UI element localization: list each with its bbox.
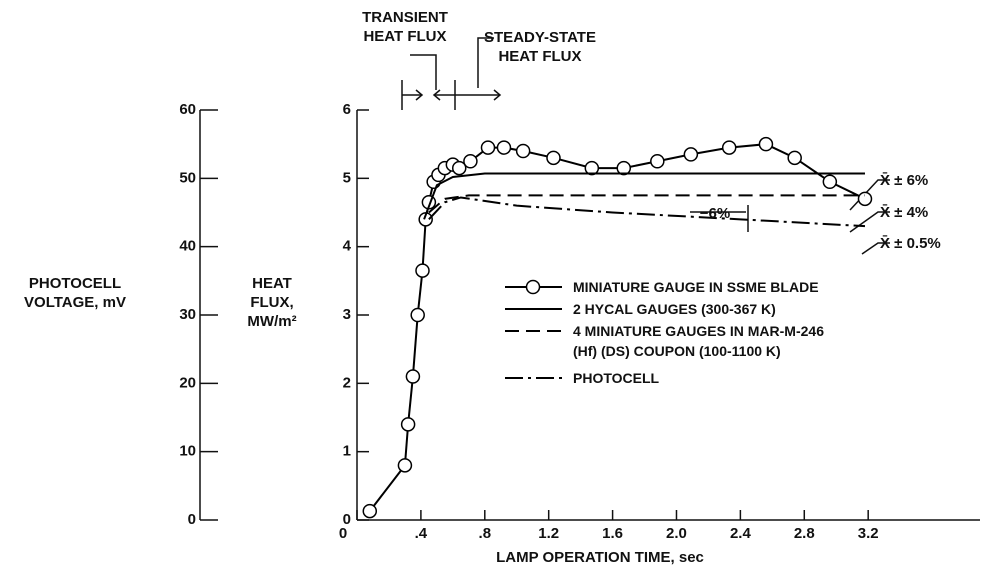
data-point bbox=[362, 503, 378, 519]
data-point bbox=[650, 154, 665, 169]
legend-label: PHOTOCELL bbox=[573, 370, 660, 386]
y2-tick-label: 30 bbox=[179, 306, 196, 323]
x-tick-label: 3.2 bbox=[858, 525, 879, 542]
y-tick-label: 0 bbox=[343, 511, 351, 528]
annotation: X̄ ± 4% bbox=[880, 204, 929, 221]
y2-tick-label: 60 bbox=[179, 101, 196, 118]
x-tick-label: 1.2 bbox=[538, 525, 559, 542]
data-point bbox=[463, 154, 478, 169]
x-tick-label: 2.8 bbox=[794, 525, 815, 542]
data-point bbox=[616, 160, 632, 176]
legend-label: MINIATURE GAUGE IN SSME BLADE bbox=[573, 279, 819, 295]
data-point bbox=[496, 140, 512, 155]
data-point bbox=[758, 136, 774, 152]
series-line bbox=[428, 194, 865, 214]
y-tick-label: 4 bbox=[343, 238, 352, 255]
y-tick-label: 5 bbox=[343, 169, 351, 186]
y2-axis-title: PHOTOCELL VOLTAGE, mV bbox=[24, 275, 126, 311]
data-point bbox=[480, 140, 496, 155]
data-point bbox=[546, 150, 561, 166]
y2-tick-label: 20 bbox=[179, 374, 196, 391]
data-point bbox=[410, 307, 425, 323]
y2-tick-label: 10 bbox=[179, 443, 196, 460]
series-line bbox=[423, 172, 865, 220]
legend-label: 4 MINIATURE GAUGES IN MAR-M-246 (Hf) (DS… bbox=[573, 323, 824, 359]
y-tick-label: 3 bbox=[343, 306, 351, 323]
y-tick-label: 2 bbox=[343, 374, 351, 391]
y2-tick-label: 50 bbox=[179, 169, 196, 186]
y-tick-label: 1 bbox=[343, 443, 351, 460]
x-tick-label: 2.0 bbox=[666, 525, 687, 542]
x-tick-label: 2.4 bbox=[730, 525, 752, 542]
x-tick-label: 1.6 bbox=[602, 525, 623, 542]
annotation: TRANSIENT HEAT FLUX bbox=[362, 9, 448, 45]
data-point bbox=[451, 160, 467, 176]
legend-label: 2 HYCAL GAUGES (300-367 K) bbox=[573, 301, 776, 317]
data-point bbox=[405, 369, 421, 384]
data-point bbox=[787, 150, 802, 166]
y-axis-title: HEAT FLUX, MW/m² bbox=[247, 275, 297, 330]
annotation: −6% bbox=[699, 205, 731, 222]
data-point bbox=[400, 417, 416, 432]
x-axis-title: LAMP OPERATION TIME, sec bbox=[496, 549, 704, 566]
data-point bbox=[584, 160, 600, 176]
x-tick-label: .4 bbox=[415, 525, 428, 542]
data-point bbox=[683, 147, 699, 162]
y2-tick-label: 0 bbox=[188, 511, 196, 528]
legend-marker bbox=[525, 279, 541, 295]
data-point bbox=[857, 191, 873, 207]
x-tick-label: .8 bbox=[479, 525, 492, 542]
data-point bbox=[397, 458, 413, 473]
annotation: X̄ ± 0.5% bbox=[880, 235, 941, 252]
annotation-arrows bbox=[401, 37, 890, 255]
data-point bbox=[415, 263, 430, 278]
series-line bbox=[428, 196, 866, 228]
data-point bbox=[822, 174, 838, 189]
annotation: STEADY-STATE HEAT FLUX bbox=[484, 29, 596, 65]
y2-tick-label: 40 bbox=[179, 238, 196, 255]
x-tick-label: 0 bbox=[339, 525, 347, 542]
data-point bbox=[721, 140, 737, 155]
data-point bbox=[515, 143, 531, 159]
annotation: X̄ ± 6% bbox=[880, 172, 929, 189]
y-tick-label: 6 bbox=[343, 101, 351, 118]
